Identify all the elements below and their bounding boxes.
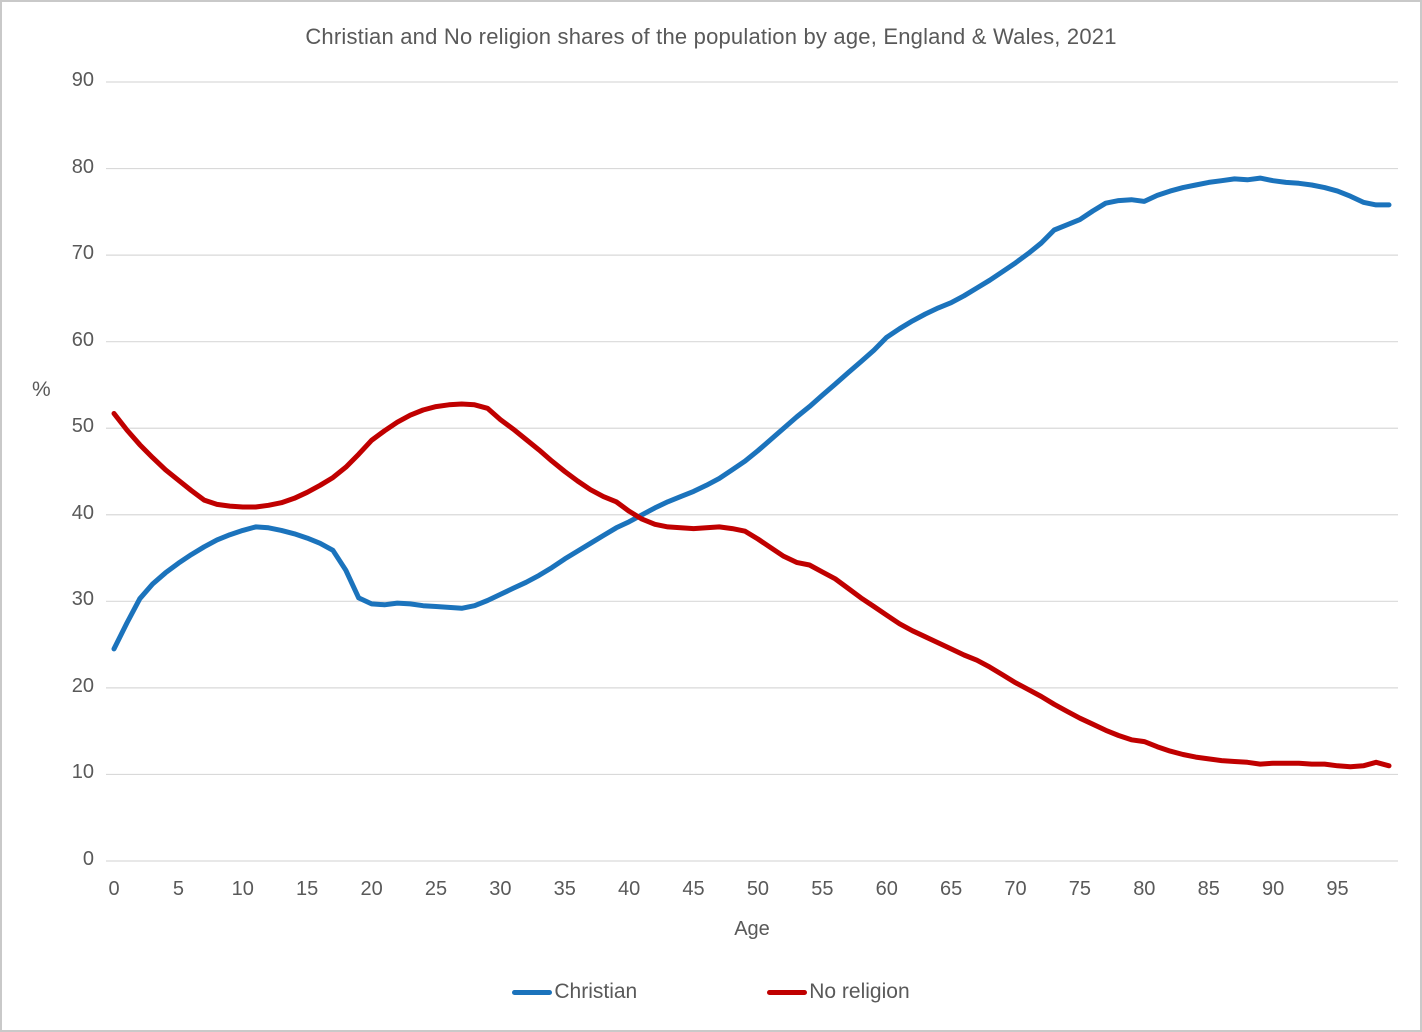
- x-tick-label: 20: [360, 878, 383, 900]
- x-tick-label: 80: [1133, 878, 1156, 900]
- x-tick-label: 65: [940, 878, 963, 900]
- gridlines: [106, 81, 1398, 862]
- no-religion-line: [111, 401, 1392, 770]
- y-tick-label: 80: [71, 155, 94, 178]
- x-tick-label: 30: [489, 878, 512, 900]
- no-religion-line-icon: [767, 989, 808, 995]
- legend-item-no-religion: No religion: [767, 980, 910, 1004]
- y-tick-label: 40: [71, 501, 94, 524]
- legend-label-christian: Christian: [554, 980, 638, 1003]
- x-tick-label: 35: [553, 878, 576, 900]
- x-tick-label: 0: [108, 878, 120, 900]
- y-tick-label: 0: [82, 848, 94, 870]
- x-tick-label: 15: [296, 878, 319, 900]
- christian-line: [111, 175, 1392, 652]
- x-tick-label: 45: [682, 878, 705, 900]
- x-tick-label: 75: [1068, 878, 1092, 900]
- x-tick-label: 55: [811, 878, 834, 900]
- x-tick-label: 60: [875, 878, 898, 900]
- series-lines: [111, 175, 1392, 770]
- y-tick-label: 20: [71, 674, 94, 697]
- y-tick-label: 70: [71, 242, 94, 265]
- x-tick-label: 95: [1326, 878, 1349, 900]
- y-tick-label: 10: [71, 761, 94, 784]
- x-tick-label: 40: [618, 878, 641, 900]
- christian-line-icon: [512, 989, 553, 995]
- x-tick-label: 90: [1261, 878, 1285, 900]
- x-tick-label: 70: [1004, 878, 1027, 900]
- x-tick-label: 10: [231, 878, 254, 900]
- x-tick-label: 85: [1197, 878, 1220, 900]
- legend-label-no-religion: No religion: [809, 980, 910, 1003]
- x-tick-label: 50: [746, 878, 770, 900]
- x-axis-title: Age: [734, 918, 770, 940]
- x-tick-label: 25: [424, 878, 448, 900]
- y-tick-label: 50: [71, 415, 94, 438]
- y-axis-title: %: [32, 378, 51, 401]
- legend: Christian No religion: [2, 980, 1420, 1004]
- y-tick-label: 30: [71, 588, 94, 611]
- legend-item-christian: Christian: [512, 980, 637, 1004]
- y-tick-label: 60: [71, 328, 94, 351]
- y-tick-label: 90: [71, 68, 94, 91]
- x-tick-label: 5: [172, 878, 184, 900]
- chart-title: Christian and No religion shares of the …: [305, 24, 1117, 49]
